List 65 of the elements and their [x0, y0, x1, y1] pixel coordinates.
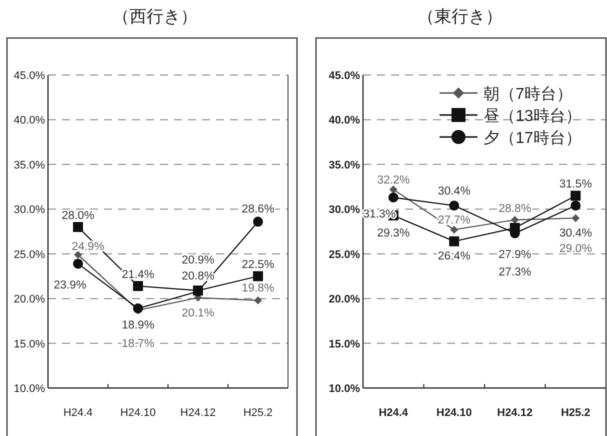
point [388, 192, 398, 203]
data-label: 29.3% [377, 227, 410, 240]
point [74, 250, 82, 259]
y-tick-label: 45.0% [328, 70, 360, 82]
data-label: 30.4% [438, 186, 470, 198]
data-label: 27.9% [498, 248, 532, 261]
point [253, 216, 263, 227]
data-label: 19.8% [242, 282, 274, 294]
point [449, 200, 460, 211]
y-tick-label: 15.0% [328, 338, 360, 350]
y-tick-label: 30.0% [14, 204, 46, 216]
x-tick-label: H24.4 [378, 407, 409, 419]
point [253, 271, 263, 282]
x-tick-label: H24.10 [120, 407, 156, 419]
data-label: 23.9% [54, 280, 86, 292]
y-tick-label: 10.0% [14, 383, 46, 395]
point [389, 185, 398, 194]
data-label: 31.5% [559, 178, 592, 191]
data-label: 18.9% [122, 319, 154, 332]
data-label: 20.1% [182, 308, 214, 320]
point [73, 222, 83, 232]
y-tick-label: 25.0% [328, 248, 360, 261]
y-tick-label: 35.0% [328, 159, 360, 172]
data-label: 29.0% [559, 243, 592, 256]
point [570, 200, 581, 211]
x-tick-label: H24.12 [180, 407, 216, 419]
chart-title: （西行き） [112, 7, 198, 26]
y-tick-label: 40.0% [328, 114, 360, 127]
data-label: 26.4% [438, 250, 470, 262]
y-tick-label: 20.0% [14, 294, 46, 306]
point [133, 303, 143, 314]
y-tick-label: 30.0% [328, 204, 360, 216]
y-tick-label: 15.0% [14, 338, 46, 350]
data-label: 20.9% [182, 254, 214, 267]
x-tick-label: H24.12 [497, 407, 533, 419]
data-label: 28.8% [498, 202, 532, 215]
y-tick-label: 40.0% [14, 114, 46, 127]
legend-label: 朝（7時台） [484, 85, 572, 103]
point [450, 226, 458, 234]
x-tick-label: H25.2 [560, 407, 590, 419]
data-label: 22.5% [242, 259, 274, 272]
data-label: 27.7% [438, 214, 470, 227]
legend-label: 夕（17時台） [484, 129, 582, 147]
point [572, 214, 580, 222]
y-tick-label: 10.0% [328, 383, 360, 395]
y-tick-label: 20.0% [328, 294, 360, 306]
point [510, 216, 519, 224]
y-tick-label: 25.0% [14, 248, 46, 261]
y-tick-label: 35.0% [14, 159, 46, 172]
data-label: 28.0% [62, 210, 94, 222]
chart-title: （東行き） [418, 7, 502, 26]
y-tick-label: 45.0% [14, 70, 46, 82]
point [254, 296, 262, 304]
data-label: 32.2% [377, 174, 410, 186]
point [449, 236, 460, 246]
x-tick-label: H24.4 [63, 407, 93, 419]
x-tick-label: H25.2 [243, 407, 273, 419]
point [73, 258, 83, 269]
point [570, 190, 581, 201]
x-tick-label: H24.10 [436, 407, 472, 419]
point [133, 281, 143, 292]
legend-label: 昼（13時台） [484, 107, 582, 125]
data-label: 30.4% [559, 228, 592, 240]
data-label: 27.3% [498, 266, 532, 278]
data-label: 28.6% [242, 204, 274, 216]
